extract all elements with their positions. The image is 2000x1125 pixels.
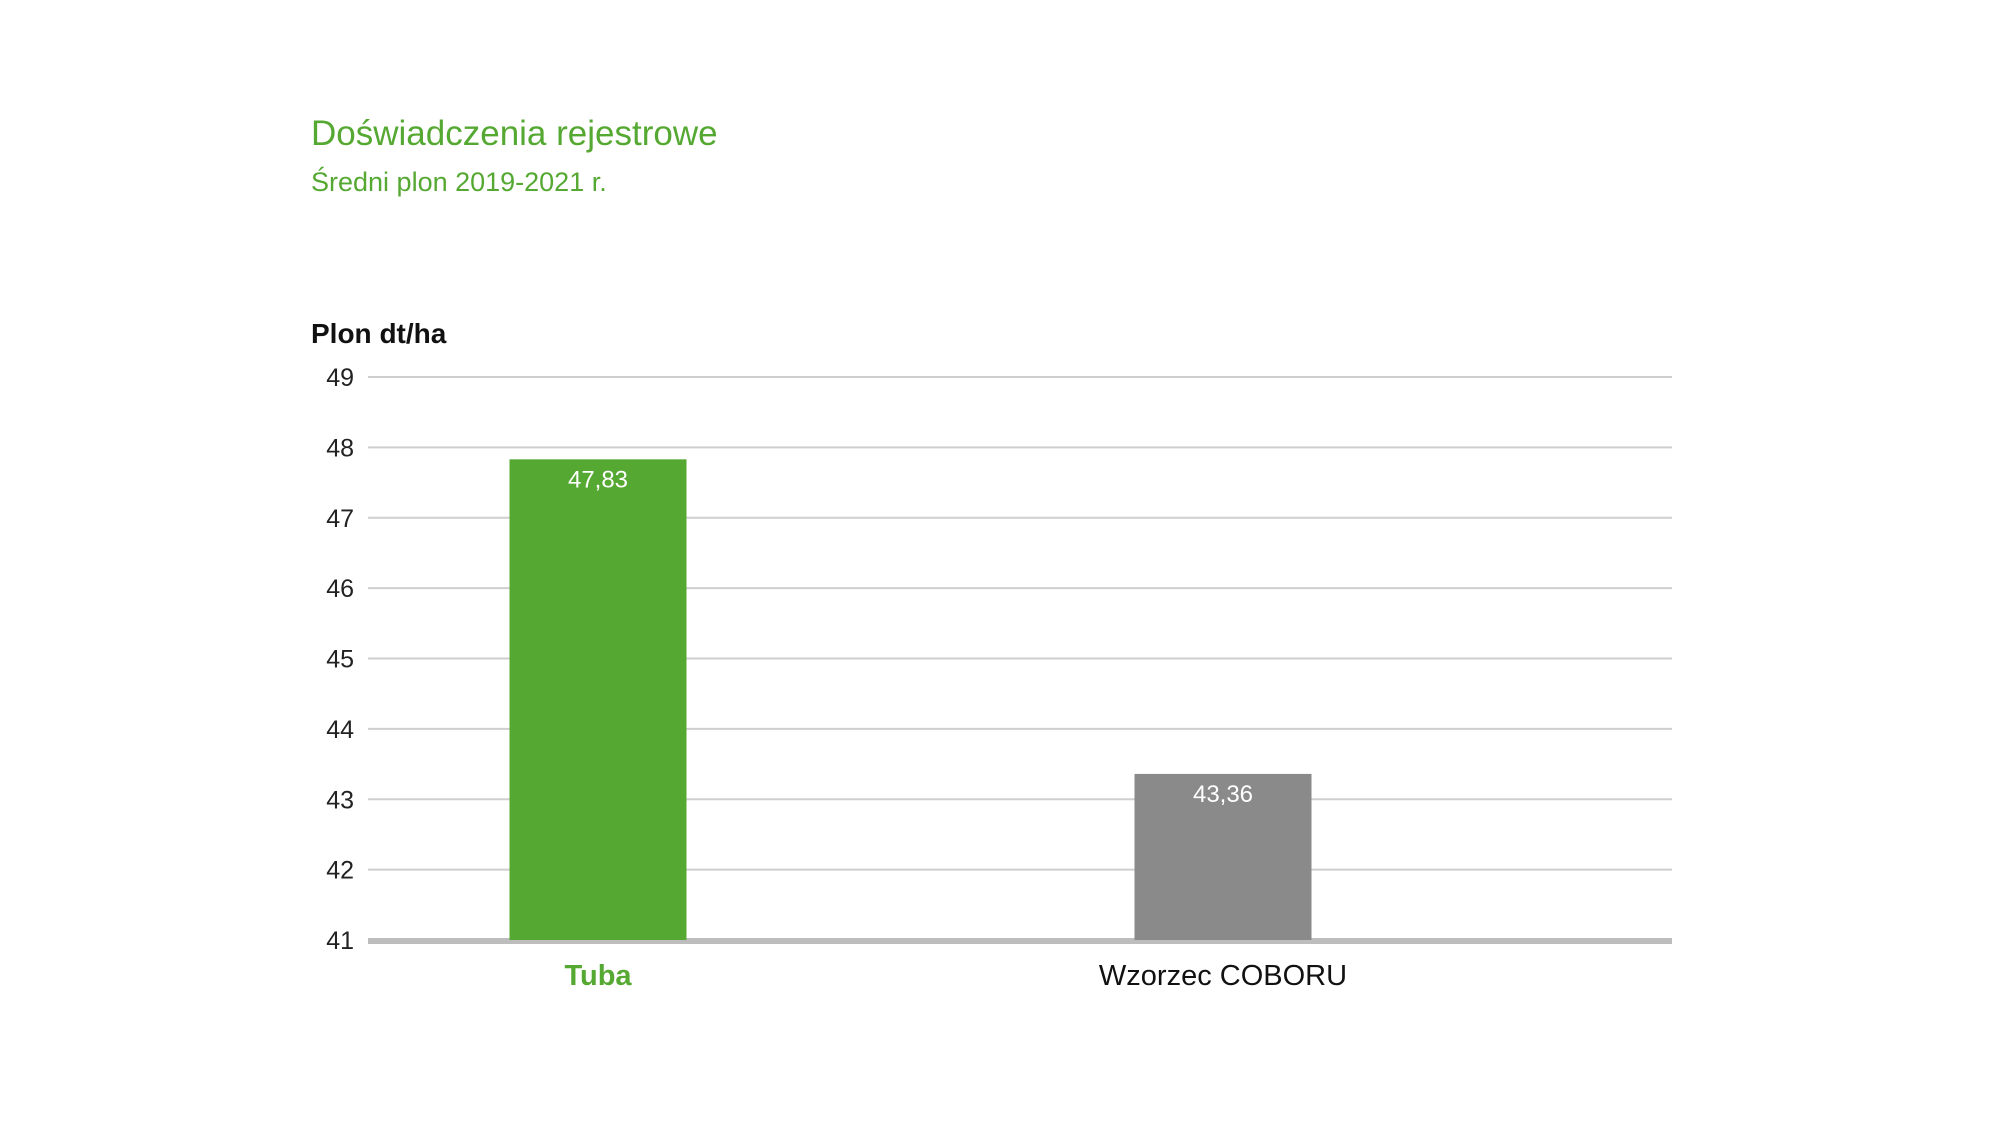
bars — [509, 459, 1312, 940]
y-tick-label: 43 — [326, 786, 354, 814]
chart-subtitle: Średni plon 2019-2021 r. — [311, 165, 607, 197]
y-tick-label: 48 — [326, 434, 354, 462]
y-tick-label: 46 — [326, 575, 354, 603]
bar — [509, 459, 687, 940]
bar — [1134, 773, 1312, 940]
y-tick-label: 44 — [326, 716, 354, 744]
y-axis-ticks: 49 48 47 46 45 44 43 42 41 — [326, 364, 354, 955]
y-axis-label: Plon dt/ha — [311, 318, 447, 349]
y-tick-label: 45 — [326, 646, 354, 674]
data-label: 47,83 — [568, 466, 628, 493]
category-label: Tuba — [564, 960, 632, 992]
y-tick-label: 41 — [326, 927, 354, 955]
category-label: Wzorzec COBORU — [1099, 960, 1347, 992]
data-label: 43,36 — [1193, 781, 1253, 808]
data-labels: 47,83 43,36 — [568, 466, 1253, 808]
y-tick-label: 49 — [326, 364, 354, 392]
y-tick-label: 47 — [326, 505, 354, 533]
x-axis-categories: Tuba Wzorzec COBORU — [564, 960, 1347, 992]
y-tick-label: 42 — [326, 857, 354, 885]
chart-title: Doświadczenia rejestrowe — [311, 114, 718, 153]
